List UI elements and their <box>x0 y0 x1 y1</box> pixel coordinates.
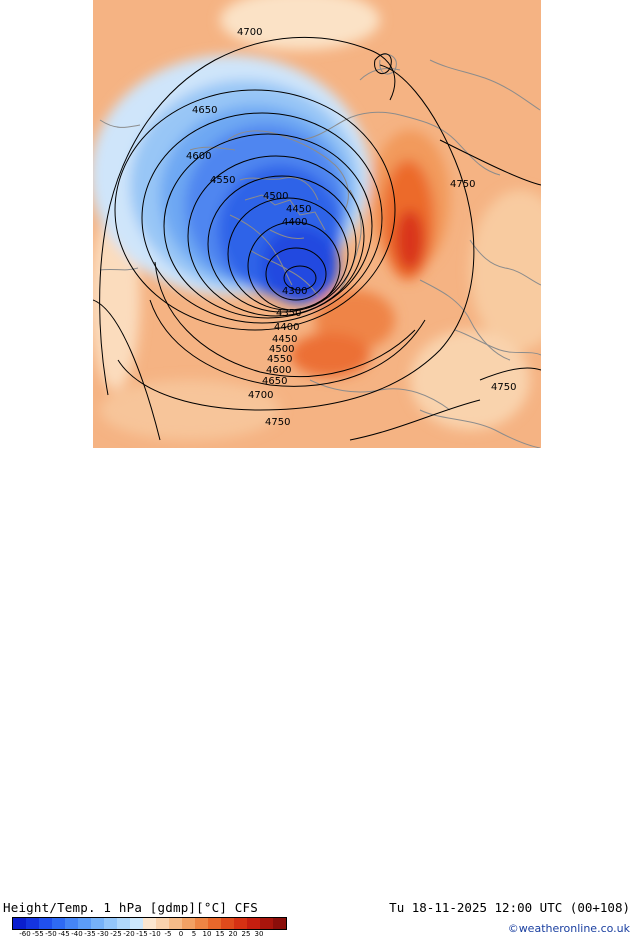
map-title: Height/Temp. 1 hPa [gdmp][°C] CFS <box>3 900 258 915</box>
height-contours <box>93 36 541 441</box>
colorbar-tick-label: -15 <box>136 930 148 938</box>
contour-label: 4650 <box>262 376 287 387</box>
contour-label: 4750 <box>491 382 516 393</box>
contour-label: 4500 <box>269 344 294 355</box>
colorbar-swatch <box>156 918 169 929</box>
colorbar-swatch <box>195 918 208 929</box>
contour-label: 4450 <box>272 334 297 345</box>
colorbar-tick-label: 5 <box>191 930 197 938</box>
colorbar <box>12 917 287 930</box>
colorbar-tick-label: 25 <box>241 930 251 938</box>
colorbar-swatch <box>260 918 273 929</box>
contour-label: 4600 <box>266 365 291 376</box>
colorbar-tick-label: 0 <box>178 930 184 938</box>
contour-label: 4400 <box>282 217 307 228</box>
colorbar-swatch <box>130 918 143 929</box>
credit-link[interactable]: ©weatheronline.co.uk <box>507 922 630 935</box>
colorbar-swatch <box>273 918 286 929</box>
colorbar-swatch <box>91 918 104 929</box>
contour-label: 4700 <box>237 27 262 38</box>
contour-labels: 4700 4650 4600 4550 4500 4450 4400 4300 … <box>186 27 516 428</box>
colorbar-tick-label: -55 <box>32 930 44 938</box>
colorbar-tick-label: -60 <box>19 930 31 938</box>
contour-label: 4500 <box>263 191 288 202</box>
colorbar-swatch <box>13 918 26 929</box>
colorbar-swatch <box>143 918 156 929</box>
contour-label: 4750 <box>265 417 290 428</box>
colorbar-swatch <box>247 918 260 929</box>
colorbar-swatch <box>169 918 182 929</box>
contour-label: 4550 <box>267 354 292 365</box>
colorbar-swatch <box>65 918 78 929</box>
coastlines <box>99 53 541 448</box>
colorbar-swatch <box>234 918 247 929</box>
contour-label: 4350 <box>276 308 301 319</box>
colorbar-swatch <box>104 918 117 929</box>
colorbar-swatch <box>78 918 91 929</box>
colorbar-tick-label: -50 <box>45 930 57 938</box>
contour-label: 4750 <box>450 179 475 190</box>
weather-map: 4700 4650 4600 4550 4500 4450 4400 4300 … <box>0 0 634 448</box>
colorbar-tick-label: -45 <box>58 930 70 938</box>
colorbar-tick-label: 30 <box>254 930 264 938</box>
colorbar-tick-label: -10 <box>149 930 161 938</box>
colorbar-tick-label: -25 <box>110 930 122 938</box>
colorbar-swatch <box>117 918 130 929</box>
colorbar-swatch <box>26 918 39 929</box>
colorbar-swatch <box>52 918 65 929</box>
contour-label: 4400 <box>274 322 299 333</box>
colorbar-tick-label: -5 <box>164 930 172 938</box>
colorbar-tick-label: -20 <box>123 930 135 938</box>
contour-label: 4600 <box>186 151 211 162</box>
colorbar-tick-label: -30 <box>97 930 109 938</box>
colorbar-tick-label: 15 <box>215 930 225 938</box>
colorbar-tick-label: -40 <box>71 930 83 938</box>
colorbar-tick-label: 20 <box>228 930 238 938</box>
colorbar-swatch <box>182 918 195 929</box>
contour-label: 4300 <box>282 286 307 297</box>
contour-label: 4650 <box>192 105 217 116</box>
valid-time: Tu 18-11-2025 12:00 UTC (00+108) <box>389 900 630 915</box>
colorbar-swatch <box>221 918 234 929</box>
contour-label: 4450 <box>286 204 311 215</box>
colorbar-tick-label: -35 <box>84 930 96 938</box>
contour-label: 4700 <box>248 390 273 401</box>
colorbar-ticks: -60 -55 -50 -45 -40 -35 -30 -25 -20 -15 -10 -5 0 5 10 1… <box>12 930 372 938</box>
footer: Height/Temp. 1 hPa [gdmp][°C] CFS Tu 18-… <box>0 448 634 938</box>
colorbar-swatch <box>39 918 52 929</box>
colorbar-tick-label: 10 <box>202 930 212 938</box>
colorbar-swatch <box>208 918 221 929</box>
map-canvas: 4700 4650 4600 4550 4500 4450 4400 4300 … <box>93 0 541 448</box>
temperature-field: 4700 4650 4600 4550 4500 4450 4400 4300 … <box>93 0 541 448</box>
contour-label: 4550 <box>210 175 235 186</box>
